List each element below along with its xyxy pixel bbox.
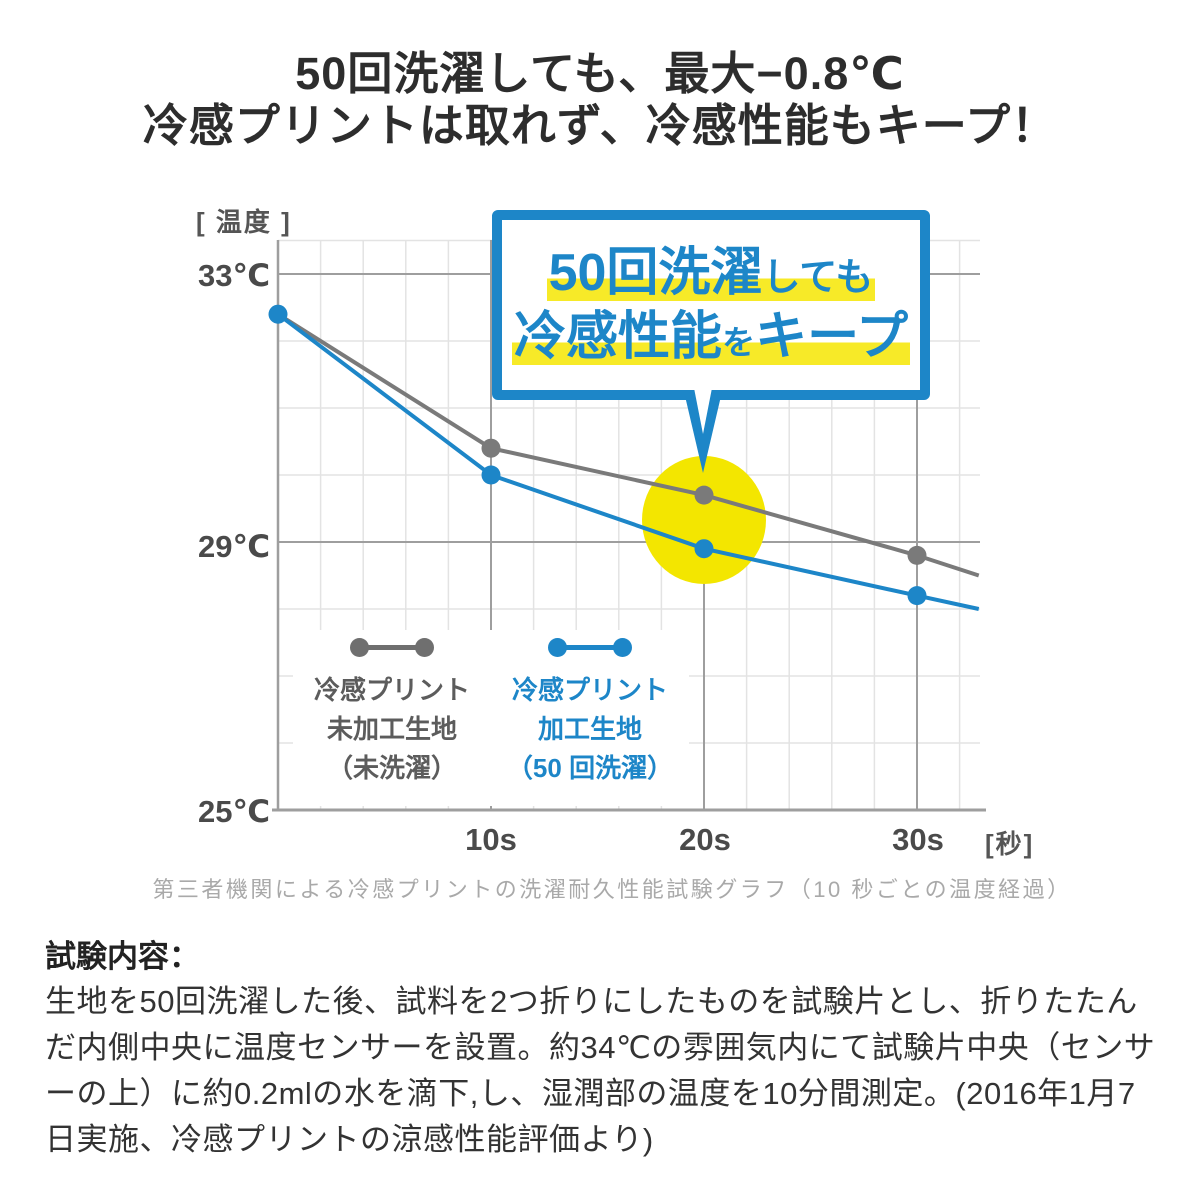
legend-label: 冷感プリント <box>511 675 668 705</box>
legend-label: 未加工生地 <box>326 714 457 744</box>
chart-caption: 第三者機関による冷感プリントの洗濯耐久性能試験グラフ（10 秒ごとの温度経過） <box>152 877 1072 902</box>
legend-key-blue-line-icon <box>548 638 632 657</box>
callout-bubble: 50回洗濯しても 冷感性能をキープ <box>492 210 930 400</box>
x-axis-unit-label: [秒] <box>985 829 1035 859</box>
line-icon <box>366 645 418 650</box>
legend-label: 加工生地 <box>537 714 642 744</box>
x-tick-30s: 30s <box>892 822 944 857</box>
legend-item-untreated: 冷感プリント 未加工生地 （未洗濯） <box>293 630 491 806</box>
dot-icon <box>415 638 434 657</box>
y-tick-29c: 29℃ <box>197 529 270 564</box>
page-title: 50回洗濯しても、最大−0.8℃ 冷感プリントは取れず、冷感性能もキープ！ <box>0 48 1200 152</box>
legend-label: （未洗濯） <box>326 753 457 783</box>
callout-line-1: 50回洗濯しても <box>546 244 876 302</box>
y-tick-33c: 33℃ <box>197 258 270 293</box>
callout-text-shitemo: しても <box>762 257 874 299</box>
callout-text-keep: キープ <box>755 308 908 366</box>
legend-item-treated: 冷感プリント 加工生地 （50 回洗濯） <box>491 630 689 806</box>
legend-label: （50 回洗濯） <box>506 753 674 783</box>
dot-icon <box>613 638 632 657</box>
callout-tail-notch <box>694 388 712 434</box>
legend-key-gray-line-icon <box>350 638 434 657</box>
callout-text-wo: を <box>722 324 756 361</box>
dot-icon <box>548 638 567 657</box>
callout-text-wash50: 50回洗濯 <box>548 244 763 302</box>
callout-text-cooling: 冷感性能 <box>514 308 723 366</box>
test-description-body: 生地を50回洗濯した後、試料を2つ折りにしたものを試験片とし、折りたたんだ内側中… <box>45 984 1156 1157</box>
y-axis-unit-label: [ 温度 ] <box>196 207 292 237</box>
title-line-1: 50回洗濯しても、最大−0.8℃ <box>295 48 905 99</box>
x-tick-10s: 10s <box>465 822 517 857</box>
dot-icon <box>350 638 369 657</box>
chart-legend: 冷感プリント 未加工生地 （未洗濯） 冷感プリント 加工生地 （50 回洗濯） <box>293 630 689 806</box>
x-tick-20s: 20s <box>679 822 731 857</box>
y-tick-25c: 25℃ <box>197 794 270 829</box>
line-icon <box>564 645 616 650</box>
callout-line-2: 冷感性能をキープ <box>512 311 910 365</box>
title-line-2: 冷感プリントは取れず、冷感性能もキープ！ <box>142 100 1058 151</box>
test-description-heading: 試験内容： <box>45 939 200 974</box>
legend-label: 冷感プリント <box>313 675 470 705</box>
